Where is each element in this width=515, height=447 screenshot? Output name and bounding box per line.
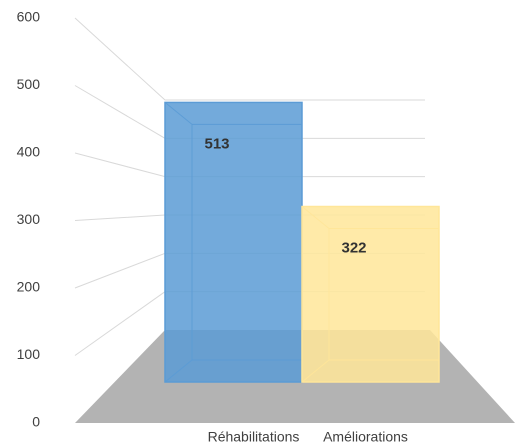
bar-edge <box>164 102 193 383</box>
bar-edge <box>301 206 330 383</box>
y-tick-label: 0 <box>32 414 40 430</box>
y-tick-label: 200 <box>17 279 41 295</box>
y-tick-label: 600 <box>17 9 41 25</box>
y-tick-label: 100 <box>17 346 41 362</box>
x-tick-label: Réhabilitations <box>208 429 300 445</box>
bar <box>301 205 440 383</box>
x-tick-label: Améliorations <box>323 429 408 445</box>
value-label: 513 <box>204 135 229 152</box>
y-tick-label: 500 <box>17 76 41 92</box>
y-tick-label: 400 <box>17 144 41 160</box>
grid-line <box>74 17 425 101</box>
y-tick-label: 300 <box>17 211 41 227</box>
bar <box>164 101 303 383</box>
value-label: 322 <box>341 239 366 256</box>
